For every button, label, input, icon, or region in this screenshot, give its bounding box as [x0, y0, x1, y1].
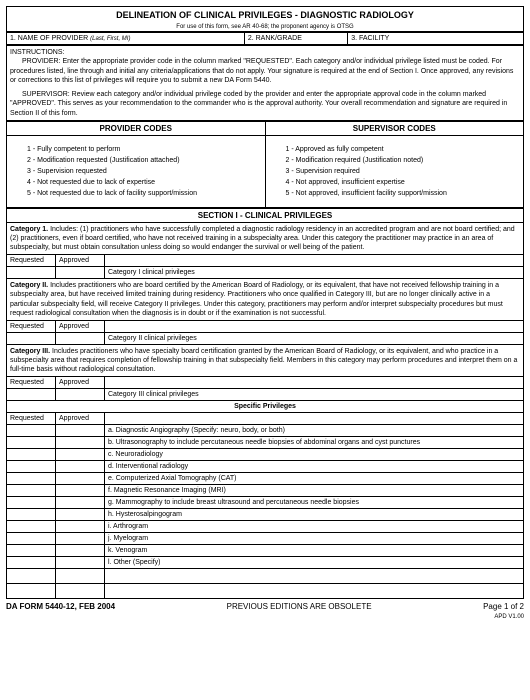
- provider-codes-head: PROVIDER CODES: [7, 122, 266, 136]
- sp-f: f. Magnetic Resonance Imaging (MRI): [105, 485, 524, 497]
- form-number: DA FORM 5440-12, FEB 2004: [6, 602, 115, 620]
- category-3-text: Category III. Includes practitioners who…: [7, 344, 524, 376]
- cat3-priv: Category III clinical privileges: [105, 389, 524, 401]
- form-subtitle: For use of this form, see AR 40-68; the …: [6, 23, 524, 32]
- apd-version: APD V1.00: [494, 614, 524, 620]
- cat2-approved[interactable]: [56, 332, 105, 344]
- sp-k: k. Venogram: [105, 545, 524, 557]
- sp-j: j. Myelogram: [105, 533, 524, 545]
- cat2-requested[interactable]: [7, 332, 56, 344]
- cat1-priv: Category I clinical privileges: [105, 267, 524, 279]
- cat1-requested[interactable]: [7, 267, 56, 279]
- category-1-text: Category 1. Includes: (1) practitioners …: [7, 223, 524, 255]
- category-2-text: Category II. Includes practitioners who …: [7, 279, 524, 320]
- sp-l: l. Other (Specify): [105, 557, 524, 569]
- obsolete-note: PREVIOUS EDITIONS ARE OBSOLETE: [227, 602, 372, 620]
- specific-privileges-head: Specific Privileges: [7, 401, 524, 413]
- cat1-approved[interactable]: [56, 267, 105, 279]
- field-provider-name[interactable]: 1. NAME OF PROVIDER (Last, First, MI): [7, 33, 245, 45]
- supervisor-codes-head: SUPERVISOR CODES: [265, 122, 524, 136]
- field-facility[interactable]: 3. FACILITY: [348, 33, 524, 45]
- instructions-block: INSTRUCTIONS: PROVIDER: Enter the approp…: [6, 45, 524, 121]
- section-1-head: SECTION I - CLINICAL PRIVILEGES: [7, 209, 524, 223]
- section-1: SECTION I - CLINICAL PRIVILEGES Category…: [6, 208, 524, 599]
- sp-h: h. Hysterosalpingogram: [105, 509, 524, 521]
- supervisor-codes: 1 - Approved as fully competent2 - Modif…: [265, 136, 524, 208]
- cat3-approved[interactable]: [56, 389, 105, 401]
- instructions-supervisor: SUPERVISOR: Review each category and/or …: [10, 90, 520, 118]
- sp-a: a. Diagnostic Angiography (Specify: neur…: [105, 425, 524, 437]
- page-number: Page 1 of 2: [483, 602, 524, 611]
- sp-b: b. Ultrasonography to include percutaneo…: [105, 437, 524, 449]
- sp-d: d. Interventional radiology: [105, 461, 524, 473]
- col-requested: Requested: [7, 255, 56, 267]
- provider-codes: 1 - Fully competent to perform2 - Modifi…: [7, 136, 266, 208]
- form-footer: DA FORM 5440-12, FEB 2004 PREVIOUS EDITI…: [6, 599, 524, 620]
- cat3-requested[interactable]: [7, 389, 56, 401]
- codes-table: PROVIDER CODES SUPERVISOR CODES 1 - Full…: [6, 121, 524, 208]
- sp-i: i. Arthrogram: [105, 521, 524, 533]
- cat2-priv: Category II clinical privileges: [105, 332, 524, 344]
- sp-e: e. Computerized Axial Tomography (CAT): [105, 473, 524, 485]
- col-approved: Approved: [56, 255, 105, 267]
- instructions-head: INSTRUCTIONS:: [10, 48, 520, 57]
- sp-g: g. Mammography to include breast ultraso…: [105, 497, 524, 509]
- form-title: DELINEATION OF CLINICAL PRIVILEGES - DIA…: [6, 6, 524, 23]
- header-fields: 1. NAME OF PROVIDER (Last, First, MI) 2.…: [6, 32, 524, 45]
- field-rank-grade[interactable]: 2. RANK/GRADE: [244, 33, 347, 45]
- sp-c: c. Neuroradiology: [105, 449, 524, 461]
- instructions-provider: PROVIDER: Enter the appropriate provider…: [10, 57, 520, 85]
